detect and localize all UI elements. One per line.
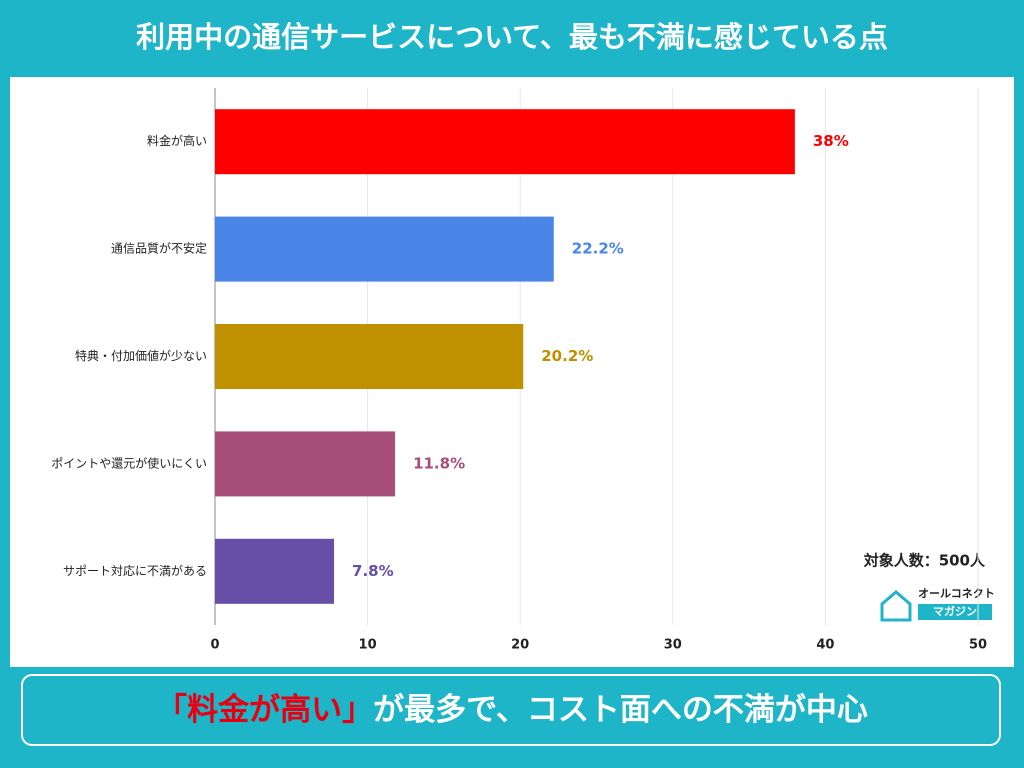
value-label: 7.8% xyxy=(352,562,394,580)
x-tick-label: 30 xyxy=(664,638,682,653)
value-label: 22.2% xyxy=(572,240,624,258)
footer-text: 「料金が高い」が最多で、コスト面への不満が中心 xyxy=(156,692,868,728)
footer-banner xyxy=(21,674,1001,746)
logo-text: オールコネクト xyxy=(918,587,995,600)
bar xyxy=(215,431,396,497)
bar xyxy=(215,538,335,604)
y-tick-label: 特典・付加価値が少ない xyxy=(75,348,207,363)
logo: オールコネクト マガジン xyxy=(880,587,995,622)
footer-highlight: 「料金が高い」 xyxy=(156,692,373,728)
x-tick-label: 10 xyxy=(359,638,377,653)
annotation: 対象人数：500人 xyxy=(863,552,986,570)
bar xyxy=(215,324,524,389)
x-tick-label: 20 xyxy=(511,638,529,653)
x-tick-label: 50 xyxy=(969,638,987,653)
bar xyxy=(215,216,554,282)
y-tick-label: サポート対応に不満がある xyxy=(63,563,207,578)
logo-band xyxy=(918,604,992,620)
value-label: 11.8% xyxy=(413,454,465,472)
x-tick-label: 40 xyxy=(816,638,834,653)
footer-rest: が最多で、コスト面への不満が中心 xyxy=(373,692,868,728)
y-tick-label: ポイントや還元が使いにくい xyxy=(51,455,207,470)
x-tick-label: 0 xyxy=(210,638,219,653)
value-label: 38% xyxy=(813,132,849,150)
chart-title: 利用中の通信サービスについて、最も不満に感じている点 xyxy=(136,20,888,54)
logo-text: マガジン xyxy=(933,604,977,618)
logo-icon xyxy=(880,590,912,622)
value-label: 20.2% xyxy=(541,347,593,365)
y-tick-label: 通信品質が不安定 xyxy=(111,241,207,256)
bar xyxy=(215,109,795,175)
y-tick-label: 料金が高い xyxy=(147,133,207,148)
